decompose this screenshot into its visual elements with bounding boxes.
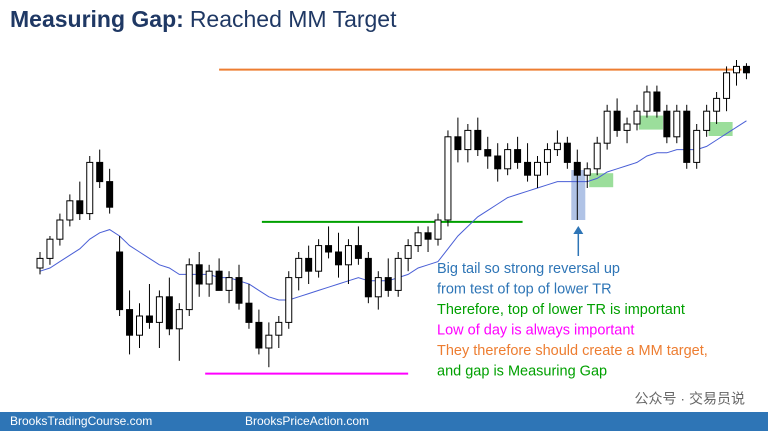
candle-body: [434, 219, 442, 240]
candle-body: [66, 200, 74, 221]
candle-body: [643, 91, 651, 112]
annotation: Therefore, top of lower TR is important: [437, 302, 685, 318]
candle-body: [305, 257, 313, 272]
watermark: 公众号 · 交易员说: [635, 391, 745, 407]
candle-body: [623, 123, 631, 131]
gap-highlight: [638, 115, 663, 130]
candle-body: [673, 110, 681, 138]
tail-highlight: [571, 170, 586, 220]
candle-body: [733, 65, 740, 74]
candle-body: [553, 142, 561, 151]
slide-title: Measuring Gap: Reached MM Target: [10, 6, 397, 32]
candle-body: [464, 129, 472, 151]
footer-left: BrooksTradingCourse.com: [10, 414, 152, 428]
candle-body: [444, 136, 452, 221]
candle-body: [583, 168, 591, 176]
candle-body: [295, 257, 303, 279]
candle-body: [633, 110, 641, 125]
candle-body: [235, 277, 243, 304]
candle-body: [175, 309, 183, 330]
candle-body: [514, 149, 522, 163]
candle-body: [285, 277, 293, 323]
candle-body: [265, 334, 273, 349]
candle-body: [205, 270, 213, 285]
candle-body: [116, 251, 124, 311]
candle-body: [504, 149, 512, 170]
candle-body: [474, 129, 482, 151]
annotation: from test of top of lower TR: [437, 281, 612, 297]
candle-body: [76, 200, 84, 215]
annotation: Big tail so strong reversal up: [437, 261, 620, 277]
candle-body: [36, 257, 44, 269]
candle-body: [414, 232, 422, 247]
candle-body: [683, 110, 691, 163]
footer-bar: [0, 412, 768, 431]
candle-body: [185, 264, 193, 311]
candle-body: [494, 155, 502, 170]
candle-body: [374, 277, 382, 298]
chart: Big tail so strong reversal up from test …: [36, 60, 750, 379]
candle-body: [693, 129, 701, 163]
candle-body: [484, 149, 492, 157]
candle-body: [603, 110, 611, 144]
candle-body: [394, 257, 402, 291]
candle-body: [325, 245, 333, 253]
ema-line: [39, 120, 747, 301]
title-rest: Reached MM Target: [190, 6, 397, 32]
candle-body: [543, 149, 551, 163]
candle-body: [593, 142, 601, 170]
candle-body: [275, 321, 283, 336]
candle-body: [215, 270, 223, 291]
candle-body: [454, 136, 462, 151]
candle-body: [663, 110, 671, 138]
footer-right: BrooksPriceAction.com: [245, 414, 369, 428]
candle-body: [56, 219, 64, 240]
candle-body: [573, 161, 581, 176]
candle-body: [723, 72, 731, 99]
candle-body: [225, 277, 233, 291]
arrow-head: [573, 226, 584, 234]
candle-body: [165, 296, 173, 330]
candle-body: [384, 277, 392, 291]
candle-body: [563, 142, 571, 163]
candle-body: [86, 161, 94, 215]
candle-body: [245, 302, 253, 323]
candle-body: [703, 110, 711, 131]
candle-body: [195, 264, 203, 285]
candle-body: [136, 315, 143, 336]
candle-body: [424, 232, 432, 240]
candle-body: [613, 110, 621, 131]
candle-body: [126, 309, 134, 336]
gap-highlight: [708, 122, 733, 136]
candle-body: [145, 315, 153, 323]
annotation: They therefore should create a MM target…: [437, 343, 708, 359]
candle-body: [534, 161, 541, 176]
annotation: and gap is Measuring Gap: [437, 363, 607, 379]
candle-body: [354, 245, 362, 259]
candle-body: [46, 238, 54, 259]
candle-body: [364, 257, 372, 298]
gap-highlight: [589, 173, 614, 188]
title-bold: Measuring Gap:: [10, 6, 184, 32]
candle-body: [713, 97, 721, 112]
annotation: Low of day is always important: [437, 322, 634, 338]
candle-body: [106, 181, 114, 208]
candle-body: [255, 321, 263, 349]
candle-body: [335, 251, 342, 266]
candle-body: [155, 296, 163, 323]
candle-body: [96, 161, 104, 183]
candle-body: [653, 91, 661, 112]
candle-body: [315, 245, 323, 272]
candle-body: [742, 65, 750, 74]
candle-body: [524, 161, 532, 176]
candle-body: [344, 245, 352, 266]
candle-body: [404, 245, 412, 259]
